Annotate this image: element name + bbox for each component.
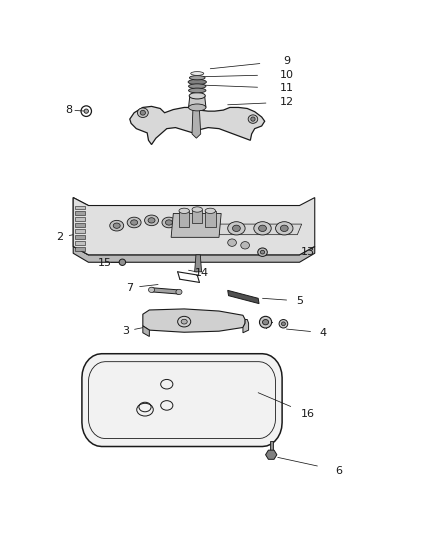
Bar (74, 229, 85, 233)
Polygon shape (270, 441, 272, 455)
Polygon shape (265, 450, 277, 459)
Text: 7: 7 (126, 282, 133, 293)
Ellipse shape (181, 319, 187, 324)
Bar (74, 241, 85, 245)
Bar (74, 212, 85, 215)
Ellipse shape (188, 79, 206, 85)
Ellipse shape (110, 220, 124, 231)
Text: 6: 6 (335, 466, 342, 475)
Ellipse shape (189, 93, 205, 99)
Ellipse shape (179, 208, 189, 214)
Ellipse shape (258, 225, 266, 231)
Polygon shape (143, 326, 149, 336)
Ellipse shape (282, 322, 286, 326)
Ellipse shape (188, 104, 206, 111)
Ellipse shape (254, 222, 271, 235)
Ellipse shape (127, 217, 141, 228)
Text: 2: 2 (57, 232, 64, 243)
Ellipse shape (145, 215, 159, 225)
Ellipse shape (189, 76, 205, 80)
Ellipse shape (166, 220, 173, 225)
Ellipse shape (258, 248, 267, 256)
Polygon shape (243, 319, 249, 333)
Text: 3: 3 (122, 326, 129, 336)
Ellipse shape (148, 287, 155, 293)
Ellipse shape (259, 317, 272, 328)
Polygon shape (130, 107, 265, 144)
Text: 11: 11 (279, 83, 293, 93)
Polygon shape (192, 209, 202, 223)
Ellipse shape (276, 222, 293, 235)
Polygon shape (73, 198, 88, 255)
Polygon shape (152, 288, 179, 294)
Text: 5: 5 (296, 296, 303, 306)
Text: 9: 9 (283, 56, 290, 66)
Text: 8: 8 (65, 105, 72, 115)
Polygon shape (73, 246, 315, 262)
Bar (74, 223, 85, 227)
Ellipse shape (251, 117, 255, 121)
Ellipse shape (260, 251, 265, 254)
Ellipse shape (233, 225, 240, 231)
Ellipse shape (162, 217, 176, 228)
Ellipse shape (113, 223, 120, 228)
Text: 12: 12 (279, 97, 293, 107)
Polygon shape (73, 198, 315, 255)
Polygon shape (192, 110, 201, 138)
Ellipse shape (131, 220, 138, 225)
Text: 13: 13 (301, 247, 315, 257)
Polygon shape (188, 96, 206, 108)
Ellipse shape (138, 108, 148, 117)
Ellipse shape (188, 88, 206, 93)
Ellipse shape (140, 110, 145, 115)
Bar (74, 247, 85, 251)
Text: 15: 15 (98, 258, 112, 268)
Ellipse shape (280, 225, 288, 231)
Ellipse shape (176, 289, 182, 295)
Polygon shape (194, 255, 201, 272)
Text: 10: 10 (279, 70, 293, 79)
Ellipse shape (191, 71, 204, 75)
Ellipse shape (228, 222, 245, 235)
Polygon shape (205, 211, 215, 227)
Polygon shape (82, 354, 282, 447)
Text: 4: 4 (320, 328, 327, 338)
Polygon shape (219, 224, 302, 235)
Ellipse shape (279, 319, 288, 328)
Ellipse shape (188, 84, 206, 88)
Polygon shape (179, 211, 189, 227)
Polygon shape (171, 214, 221, 237)
Ellipse shape (84, 109, 88, 114)
Ellipse shape (262, 319, 268, 325)
Ellipse shape (228, 239, 237, 246)
Bar (74, 235, 85, 239)
Polygon shape (143, 309, 245, 332)
Ellipse shape (148, 217, 155, 223)
Ellipse shape (119, 259, 126, 265)
Ellipse shape (241, 241, 250, 249)
Ellipse shape (248, 115, 258, 123)
Ellipse shape (205, 208, 215, 214)
Bar (74, 217, 85, 221)
Ellipse shape (192, 207, 202, 212)
Polygon shape (228, 290, 259, 304)
Text: 16: 16 (301, 409, 315, 419)
Text: 14: 14 (194, 268, 208, 278)
Bar (74, 206, 85, 209)
